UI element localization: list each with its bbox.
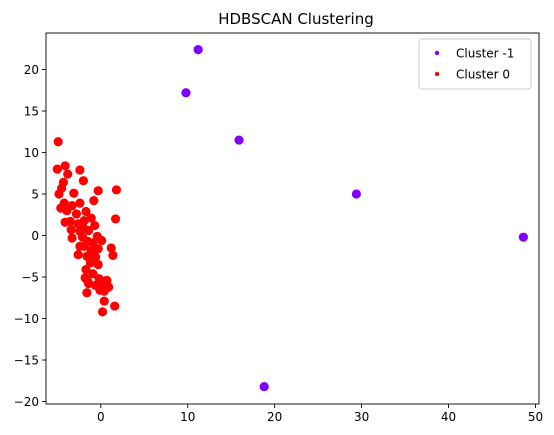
data-point-series-1 — [60, 161, 70, 171]
x-tick-label: 40 — [441, 410, 456, 424]
data-point-series-1 — [60, 217, 70, 227]
legend-box — [418, 38, 532, 90]
data-point-series-1 — [93, 244, 103, 254]
y-tick-label: −10 — [14, 312, 39, 326]
data-point-series-1 — [54, 189, 64, 199]
data-point-series-1 — [71, 209, 82, 219]
data-point-series-1 — [99, 296, 109, 306]
data-point-series-1 — [110, 214, 121, 224]
y-tick-label: 5 — [31, 187, 39, 201]
data-point-series-1 — [93, 259, 103, 270]
data-point-series-1 — [67, 233, 77, 243]
data-point-series-1 — [89, 196, 99, 206]
data-point-series-1 — [63, 169, 73, 179]
y-tick-label: −20 — [14, 395, 39, 409]
y-tick-label: 15 — [24, 104, 39, 118]
data-point-series-1 — [86, 213, 96, 223]
data-point-series-1 — [69, 188, 79, 198]
data-point-series-1 — [97, 307, 108, 317]
legend-label: Cluster 0 — [456, 68, 510, 82]
data-point-series-1 — [66, 225, 76, 235]
y-tick-label: 20 — [24, 63, 39, 77]
y-tick-label: −5 — [21, 270, 39, 284]
x-tick-label: 30 — [354, 410, 369, 424]
data-point-series-1 — [78, 176, 88, 186]
data-point-series-1 — [85, 258, 95, 268]
data-point-series-1 — [101, 279, 111, 290]
axes: 0 10 20 30 40 50 −20 −15 −10 −5 0 5 10 15 20 — [14, 32, 543, 424]
data-point-series-1 — [75, 241, 85, 251]
data-point-series-1 — [81, 264, 91, 275]
data-point-series-1 — [62, 206, 72, 216]
legend: Cluster -1 Cluster 0 — [418, 38, 532, 90]
data-point-series-0 — [181, 88, 191, 98]
data-point-series-1 — [83, 276, 93, 286]
y-tick-label: 10 — [24, 146, 39, 160]
data-point-series-1 — [106, 243, 116, 253]
data-point-series-1 — [52, 164, 62, 174]
data-point-series-1 — [97, 235, 107, 246]
data-point-series-1 — [90, 220, 100, 231]
data-point-series-1 — [79, 215, 89, 226]
x-tick-label: 10 — [180, 410, 195, 424]
legend-marker — [434, 50, 440, 56]
data-point-series-0 — [518, 232, 528, 242]
y-tick-label: 0 — [31, 229, 39, 243]
data-point-series-1 — [110, 301, 120, 311]
data-point-series-1 — [82, 288, 92, 298]
data-point-series-1 — [73, 250, 83, 260]
x-tick-label: 50 — [528, 410, 543, 424]
data-point-series-1 — [93, 186, 103, 196]
data-point-series-1 — [81, 206, 91, 217]
legend-marker — [434, 71, 440, 77]
data-point-series-1 — [108, 250, 118, 261]
data-point-series-1 — [84, 225, 94, 236]
data-point-series-0 — [351, 189, 362, 199]
chart-title: HDBSCAN Clustering — [218, 10, 374, 28]
data-point-series-1 — [53, 137, 63, 147]
data-point-series-0 — [193, 44, 203, 55]
x-tick-label: 0 — [97, 410, 105, 424]
legend-label: Cluster -1 — [456, 47, 514, 61]
data-point-series-1 — [75, 165, 85, 175]
y-tick-label: −15 — [14, 353, 39, 367]
plot-frame — [45, 32, 540, 405]
data-point-series-0 — [234, 135, 244, 145]
data-point-series-1 — [75, 198, 85, 208]
data-point-series-0 — [259, 381, 269, 392]
data-point-series-1 — [88, 269, 98, 279]
x-tick-label: 20 — [267, 410, 282, 424]
data-point-series-1 — [111, 185, 122, 195]
data-marks — [52, 44, 528, 392]
